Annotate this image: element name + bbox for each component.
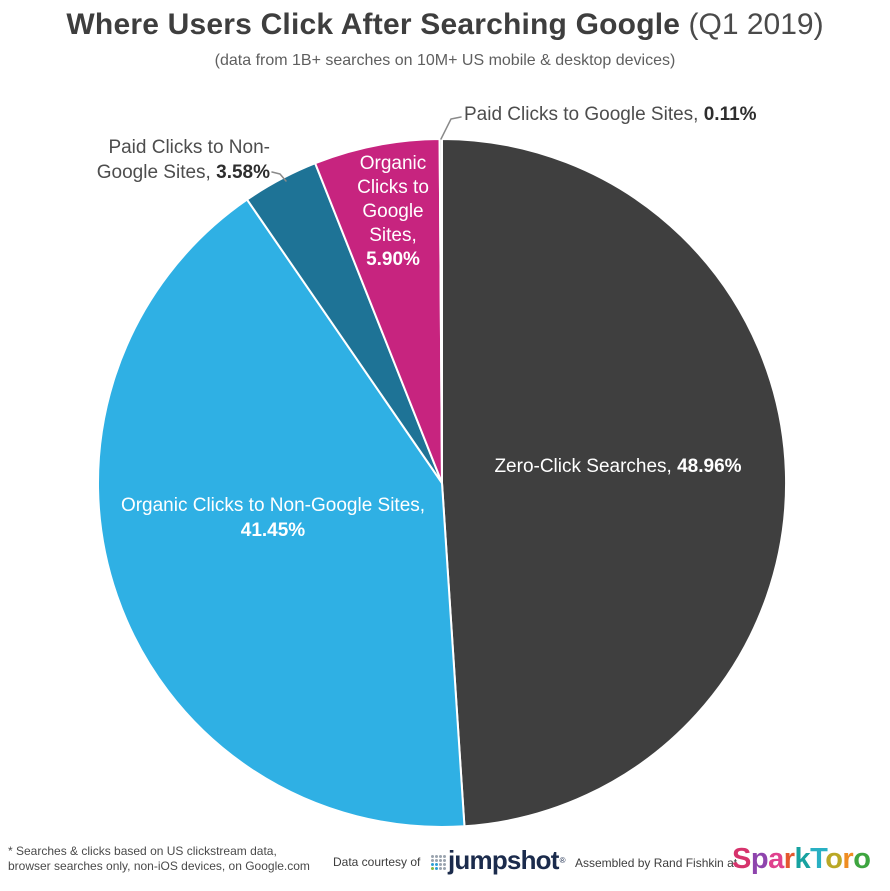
- callout-text: Zero-Click Searches,: [494, 456, 672, 477]
- callout-text: Organic Clicks to Google Sites,: [357, 153, 429, 246]
- jumpshot-dot: [435, 863, 438, 866]
- callout-organic-clicks-non-google: Organic Clicks to Non-Google Sites, 41.4…: [83, 493, 463, 543]
- jumpshot-dot: [439, 863, 442, 866]
- sparktoro-letter: T: [810, 843, 826, 875]
- pie-slice-organic-clicks-google: [314, 138, 443, 484]
- jumpshot-dot: [443, 863, 446, 866]
- callout-text: Organic Clicks to Non-Google Sites,: [120, 495, 426, 516]
- page-title: Where Users Click After Searching Google…: [0, 8, 890, 42]
- callout-pct: 3.58%: [216, 162, 270, 183]
- leader-lines-group: [271, 116, 462, 182]
- assembled-by-label: Assembled by Rand Fishkin at: [575, 856, 738, 870]
- jumpshot-dot: [443, 859, 446, 862]
- jumpshot-wordmark: jumpshot: [448, 845, 559, 875]
- sparktoro-letter: o: [853, 843, 871, 875]
- callout-zero-click-searches: Zero-Click Searches, 48.96%: [462, 456, 774, 478]
- footnote-line2: browser searches only, non-iOS devices, …: [8, 859, 310, 873]
- sparktoro-letter: p: [750, 843, 769, 875]
- jumpshot-dots-icon: [431, 855, 446, 870]
- page-subtitle: (data from 1B+ searches on 10M+ US mobil…: [214, 52, 676, 69]
- jumpshot-dot: [439, 859, 442, 862]
- pie-slice-organic-clicks-non-google: [97, 198, 466, 828]
- callout-text: Paid Clicks to Google Sites,: [464, 104, 699, 125]
- callout-pct: 5.90%: [366, 249, 420, 270]
- jumpshot-dot: [439, 867, 442, 870]
- footnote-line1: * Searches & clicks based on US clickstr…: [8, 844, 277, 858]
- callout-paid-clicks-google: Paid Clicks to Google Sites, 0.11%: [464, 104, 757, 126]
- callout-text-line1: Paid Clicks to Non-: [108, 137, 270, 158]
- sparktoro-letter: k: [794, 843, 811, 875]
- pie-slices-group: [97, 138, 788, 828]
- jumpshot-dot: [443, 855, 446, 858]
- jumpshot-dot: [435, 855, 438, 858]
- callout-pct: 0.11%: [703, 104, 757, 125]
- jumpshot-dot: [431, 863, 434, 866]
- footnote: * Searches & clicks based on US clickstr…: [8, 844, 310, 874]
- callout-pct: 41.45%: [240, 520, 306, 541]
- title-period: (Q1 2019): [680, 8, 824, 41]
- sparktoro-letter: r: [842, 843, 854, 875]
- jumpshot-dot: [431, 859, 434, 862]
- jumpshot-logo: jumpshot ®: [431, 845, 566, 876]
- sparktoro-logo: SparkToro: [732, 843, 871, 876]
- jumpshot-dot: [431, 867, 434, 870]
- jumpshot-dot: [443, 867, 446, 870]
- data-courtesy-label: Data courtesy of: [333, 855, 421, 869]
- sparktoro-letter: S: [732, 843, 751, 875]
- callout-paid-clicks-non-google: Paid Clicks to Non- Google Sites, 3.58%: [56, 135, 270, 185]
- sparktoro-letter: r: [783, 843, 795, 875]
- jumpshot-dot: [435, 859, 438, 862]
- callout-text: Google Sites,: [96, 162, 211, 183]
- jumpshot-dot: [439, 855, 442, 858]
- sparktoro-letter: a: [768, 843, 784, 875]
- leader-line-paid-google: [440, 116, 462, 140]
- leader-line-paid-non-google: [271, 171, 287, 182]
- callout-text-line2: Google Sites, 3.58%: [56, 160, 270, 185]
- pie-slice-zero-click-searches: [441, 138, 788, 828]
- sparktoro-letter: o: [825, 843, 843, 875]
- jumpshot-dot: [435, 867, 438, 870]
- callout-organic-clicks-google: Organic Clicks to Google Sites, 5.90%: [344, 152, 442, 272]
- callout-pct: 48.96%: [677, 456, 742, 477]
- title-main: Where Users Click After Searching Google: [66, 8, 681, 41]
- registered-mark-icon: ®: [559, 856, 566, 865]
- jumpshot-dot: [431, 855, 434, 858]
